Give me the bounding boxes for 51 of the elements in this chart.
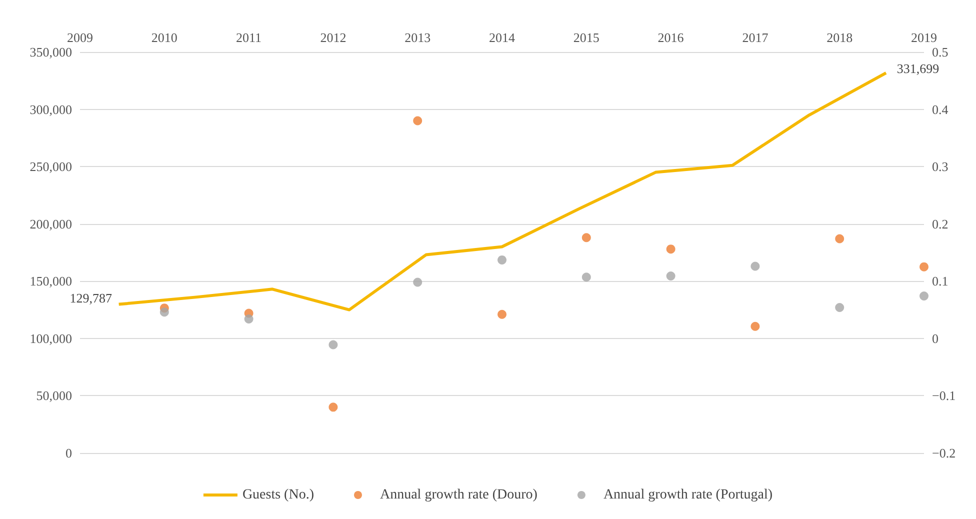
x-tick-label: 2018: [826, 30, 853, 45]
point: [750, 322, 760, 331]
y2-tick-label: 0.2: [932, 216, 948, 232]
y2-tick-label: 0.3: [932, 159, 948, 174]
x-tick-label: 2016: [658, 30, 684, 45]
y2-tick-label: 0.1: [932, 274, 948, 289]
point: [328, 402, 338, 412]
y2-tick-label: −0.2: [932, 446, 956, 460]
x-tick-label: 2010: [151, 30, 178, 45]
x-tick-label: 2015: [573, 30, 600, 45]
legend-label: Annual growth rate (Douro): [380, 488, 538, 502]
y2-tick-label: 0.4: [932, 102, 949, 117]
legend-label: Annual growth rate (Portugal): [603, 488, 773, 502]
legend-label: Guests (No.): [242, 488, 314, 502]
y-tick-label: 200,000: [30, 216, 72, 232]
point: [750, 262, 760, 271]
x-tick-label: 2017: [742, 30, 769, 45]
y-tick-label: 350,000: [30, 44, 72, 60]
point: [413, 278, 422, 287]
data-label: 331,699: [896, 60, 940, 76]
point: [160, 308, 169, 317]
point: [582, 233, 591, 242]
point: [666, 271, 676, 280]
point: [328, 340, 338, 350]
x-tick-label: 2012: [320, 30, 346, 45]
point: [835, 234, 844, 244]
x-tick-label: 2013: [404, 30, 431, 45]
data-label: 129,787: [70, 290, 112, 306]
point: [920, 292, 928, 301]
x-tick-label: 2014: [489, 30, 516, 45]
point: [498, 310, 506, 319]
point: [666, 244, 676, 254]
y-tick-label: 100,000: [30, 330, 72, 346]
y-tick-label: 250,000: [30, 159, 72, 174]
point: [244, 314, 254, 324]
point: [413, 116, 422, 126]
y-tick-label: 150,000: [30, 274, 72, 289]
y-tick-label: 50,000: [36, 388, 72, 404]
y-tick-label: 0: [66, 446, 72, 460]
x-tick-label: 2009: [67, 30, 93, 45]
point: [920, 262, 928, 272]
x-tick-label: 2011: [236, 30, 262, 45]
line-series: [117, 71, 888, 312]
point: [498, 255, 506, 264]
point: [835, 302, 844, 312]
point: [582, 272, 591, 282]
x-tick-label: 2019: [911, 30, 937, 45]
y-tick-label: 300,000: [30, 102, 72, 117]
y2-tick-label: −0.1: [932, 388, 956, 404]
y2-tick-label: 0: [932, 330, 938, 346]
y2-tick-label: 0.5: [932, 44, 948, 60]
